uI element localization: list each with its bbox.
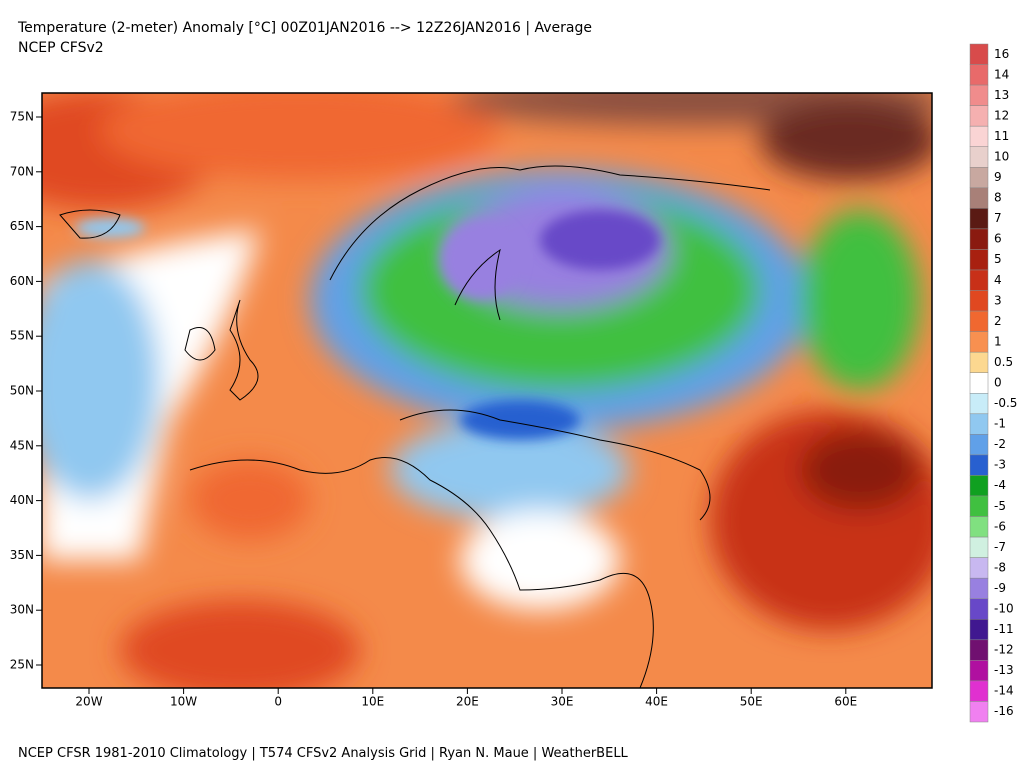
lat-label: 60N [10, 274, 34, 288]
footer: NCEP CFSR 1981-2010 Climatology | T574 C… [18, 746, 629, 761]
anomaly-map [42, 93, 932, 688]
colorbar-swatch [969, 577, 989, 599]
colorbar-label: 0 [994, 376, 1002, 390]
colorbar-label: -5 [994, 499, 1006, 513]
coastlines [59, 165, 771, 688]
colorbar-label: -10 [994, 602, 1014, 616]
colorbar-swatch [969, 475, 989, 497]
lat-label: 45N [10, 438, 34, 452]
colorbar-swatch [969, 64, 989, 86]
colorbar-label: -14 [994, 684, 1014, 698]
colorbar-label: 12 [994, 108, 1009, 122]
colorbar-label: -16 [994, 704, 1014, 718]
colorbar-label: -13 [994, 663, 1014, 677]
colorbar-label: 5 [994, 252, 1002, 266]
colorbar-label: -12 [994, 643, 1014, 657]
lon-label: 20E [456, 695, 479, 709]
colorbar-swatch [969, 187, 989, 209]
colorbar-swatch [969, 228, 989, 250]
colorbar-label: 6 [994, 232, 1002, 246]
lat-label: 30N [10, 603, 34, 617]
lat-label: 65N [10, 219, 34, 233]
colorbar-label: 3 [994, 293, 1002, 307]
colorbar-swatch [969, 598, 989, 620]
lat-label: 35N [10, 548, 34, 562]
colorbar-swatch [969, 84, 989, 106]
colorbar-label: -3 [994, 458, 1006, 472]
colorbar-swatch [969, 372, 989, 394]
colorbar-swatch [969, 249, 989, 271]
colorbar-label: 13 [994, 88, 1009, 102]
colorbar-label: -6 [994, 519, 1006, 533]
colorbar-swatch [969, 310, 989, 332]
colorbar-label: -11 [994, 622, 1014, 636]
lat-label: 75N [10, 110, 34, 124]
lon-label: 50E [740, 695, 763, 709]
colorbar-swatch [969, 393, 989, 415]
colorbar-label: 10 [994, 150, 1009, 164]
colorbar-swatch [969, 208, 989, 230]
colorbar-swatch [969, 331, 989, 353]
colorbar-swatch [969, 290, 989, 312]
colorbar-label: 0.5 [994, 355, 1013, 369]
colorbar-swatch [969, 557, 989, 579]
lon-label: 30E [551, 695, 574, 709]
subtitle: NCEP CFSv2 [18, 40, 104, 56]
lon-label: 20W [75, 695, 102, 709]
colorbar-swatch [969, 43, 989, 65]
colorbar-label: -4 [994, 478, 1006, 492]
lat-label: 55N [10, 329, 34, 343]
colorbar-swatch [969, 269, 989, 291]
colorbar-label: -0.5 [994, 396, 1017, 410]
colorbar-label: -8 [994, 560, 1006, 574]
lat-label: 70N [10, 164, 34, 178]
colorbar-swatch [969, 516, 989, 538]
colorbar-label: 7 [994, 211, 1002, 225]
colorbar-swatch [969, 454, 989, 476]
colorbar-swatch [969, 639, 989, 661]
lon-label: 10W [170, 695, 197, 709]
colorbar-label: 14 [994, 67, 1009, 81]
colorbar-swatch [969, 351, 989, 373]
lon-label: 10E [361, 695, 384, 709]
colorbar-swatch [969, 125, 989, 147]
colorbar-label: 2 [994, 314, 1002, 328]
lat-label: 25N [10, 658, 34, 672]
colorbar-swatch [969, 680, 989, 702]
colorbar-label: 11 [994, 129, 1009, 143]
colorbar-swatch [969, 660, 989, 682]
colorbar-label: -9 [994, 581, 1006, 595]
colorbar-swatch [969, 146, 989, 168]
lon-label: 0 [274, 695, 282, 709]
colorbar-label: -2 [994, 437, 1006, 451]
lat-label: 50N [10, 384, 34, 398]
colorbar-swatch [969, 413, 989, 435]
colorbar-swatch [969, 536, 989, 558]
colorbar-swatch [969, 619, 989, 641]
colorbar-label: 4 [994, 273, 1002, 287]
colorbar-label: -1 [994, 417, 1006, 431]
colorbar-swatch [969, 105, 989, 127]
colorbar-label: -7 [994, 540, 1006, 554]
lon-label: 40E [645, 695, 668, 709]
colorbar-swatch [969, 434, 989, 456]
colorbar-swatch [969, 495, 989, 517]
lat-label: 40N [10, 493, 34, 507]
lon-label: 60E [834, 695, 857, 709]
colorbar-swatch [969, 167, 989, 189]
colorbar-label: 9 [994, 170, 1002, 184]
colorbar-label: 16 [994, 47, 1009, 61]
colorbar-label: 1 [994, 334, 1002, 348]
colorbar-label: 8 [994, 191, 1002, 205]
colorbar-swatch [969, 701, 989, 723]
title: Temperature (2-meter) Anomaly [°C] 00Z01… [17, 20, 592, 36]
